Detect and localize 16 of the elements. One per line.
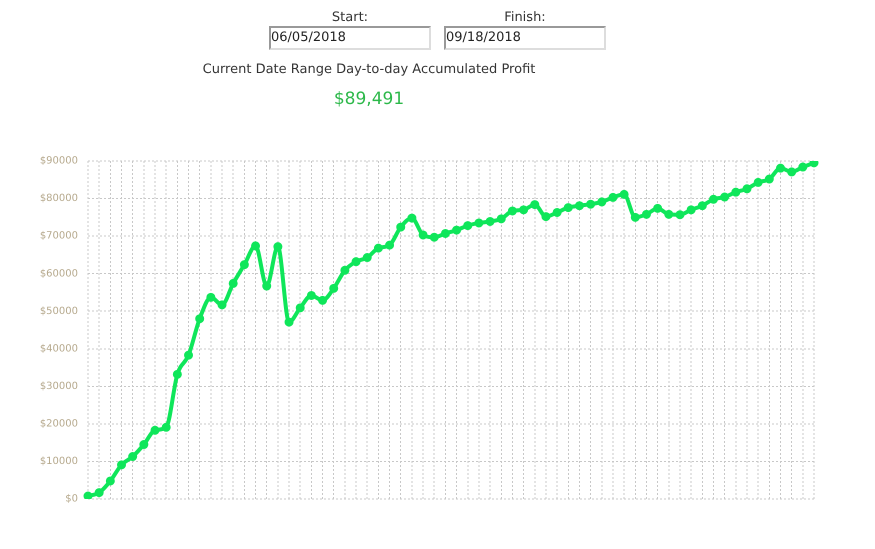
y-tick-label: $60000 [40, 268, 78, 280]
text: Start: [330, 10, 370, 26]
y-tick-label: $80000 [40, 193, 78, 204]
y-tick-label: $70000 [40, 230, 78, 242]
date-field: 06/05/2018 [269, 26, 431, 50]
y-tick-label: $40000 [40, 343, 78, 354]
y-tick-label: $30000 [40, 380, 78, 392]
y-tick-label: $90000 [40, 156, 78, 167]
y-tick-label: $20000 [40, 418, 78, 430]
y-tick-label: $10000 [40, 456, 78, 468]
date-field: 09/18/2018 [444, 26, 606, 50]
chart-title: Current Date Range Day-to-day Accumulated Profit [202, 62, 536, 77]
y-tick-label: $0 [65, 494, 78, 505]
chart-subtitle: $89,491 [332, 89, 406, 109]
text: Finish: [503, 10, 547, 26]
y-tick-label: $50000 [40, 306, 78, 317]
